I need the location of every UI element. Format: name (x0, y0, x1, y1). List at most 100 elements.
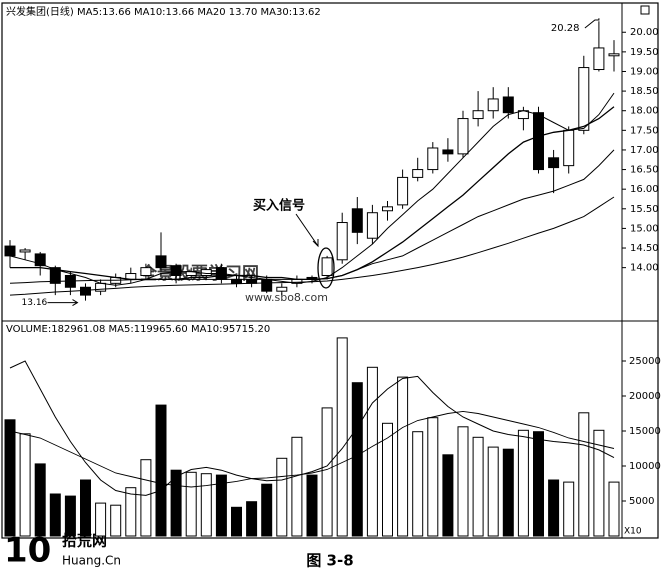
y-tick-label: 14.50 (630, 243, 659, 254)
volume-bar (517, 429, 529, 537)
caption: 图 3-8 (306, 552, 353, 570)
candle-body (397, 176, 409, 206)
volume-bar (366, 366, 378, 537)
volume-bar (276, 457, 288, 537)
candle-body (472, 110, 484, 120)
volume-bar (336, 337, 348, 537)
volume-bar (351, 382, 363, 537)
y-tick-label: 17.00 (630, 145, 659, 156)
volume-bar (215, 474, 227, 537)
candle-body (321, 257, 333, 276)
volume-bar (382, 422, 393, 537)
volume-bar (200, 473, 212, 537)
volume-bar (306, 474, 318, 537)
candle-body (427, 147, 439, 171)
candle-body (351, 208, 363, 233)
low-label: 13.16 (22, 298, 48, 308)
volume-bar (442, 454, 454, 537)
window-box (640, 5, 650, 15)
y-tick-label: 14.00 (630, 263, 659, 274)
signal-label: 买入信号 (253, 198, 305, 214)
candle-body (487, 98, 499, 112)
volume-bar (533, 431, 544, 537)
volume-title: VOLUME:182961.08 MA5:119965.60 MA10:9571… (6, 324, 270, 335)
candle-body (593, 47, 605, 71)
candle-body (34, 253, 46, 267)
signal-ellipse (317, 247, 335, 289)
y-tick-label: 5000 (629, 496, 654, 507)
volume-bar (578, 412, 590, 537)
logo-url: Huang.Cn (62, 554, 121, 568)
volume-bar (185, 471, 197, 537)
volume-bar (80, 479, 91, 537)
ma-line (10, 106, 615, 281)
volume-bar (397, 376, 409, 537)
y-tick-label: 15.00 (630, 223, 659, 234)
price-legend: 兴发集团(日线) MA5:13.66 MA10:13.66 MA20 13.70… (6, 5, 321, 18)
y-tick-label: 25000 (629, 356, 661, 367)
unit-label: X10 (624, 527, 642, 537)
y-tick-label: 20000 (629, 391, 661, 402)
y-tick-label: 19.00 (630, 66, 659, 77)
signal-arrow (295, 213, 319, 247)
candle-body (276, 286, 288, 292)
volume-bar (19, 433, 31, 537)
high-arrow (584, 18, 600, 29)
candle-body (533, 112, 544, 171)
volume-bar (34, 463, 46, 537)
volume-bar (457, 426, 469, 537)
candle-body (412, 169, 424, 178)
candle-body (170, 265, 182, 276)
candle-body (19, 249, 31, 253)
volume-bar (231, 506, 242, 537)
y-tick-label: 18.50 (630, 86, 659, 97)
volume-bar (427, 417, 439, 537)
volume-bar (502, 448, 514, 537)
volume-bar (321, 407, 333, 537)
volume-bar (4, 419, 16, 537)
volume-bar (548, 479, 560, 537)
volume-bar (472, 436, 484, 537)
low-arrow (47, 299, 79, 307)
candle-body (502, 96, 514, 114)
volume-bar (110, 504, 122, 537)
high-label: 20.28 (551, 23, 580, 34)
ma-line (9, 196, 615, 296)
candle-body (442, 149, 454, 155)
volume-bar (64, 495, 76, 537)
y-tick-label: 16.00 (630, 184, 659, 195)
ma-line (9, 149, 615, 284)
candle-body (261, 278, 273, 292)
candle-body (4, 245, 16, 257)
volume-bar (49, 493, 61, 537)
y-tick-label: 18.00 (630, 106, 659, 117)
candle-body (80, 286, 91, 296)
candle-body (336, 222, 348, 261)
candle-body (49, 267, 61, 284)
volume-bar (261, 483, 273, 537)
volume-bar (95, 502, 107, 537)
volume-bar (412, 431, 424, 537)
candle-body (366, 212, 378, 239)
volume-bar (608, 481, 620, 537)
signal-arrowhead (312, 239, 319, 248)
frame (1, 2, 659, 539)
candle-body (382, 206, 393, 212)
y-tick-label: 15.50 (630, 204, 659, 215)
volume-bar (155, 404, 167, 537)
y-tick-label: 16.50 (630, 165, 659, 176)
y-tick-label: 10000 (629, 461, 661, 472)
candle-body (200, 269, 212, 276)
y-tick-label: 15000 (629, 426, 661, 437)
volume-bar (487, 446, 499, 537)
volume-bar (125, 487, 137, 537)
candle-body (548, 157, 560, 169)
volume-bar (170, 469, 182, 537)
candle-body (231, 278, 242, 284)
y-tick-label: 19.50 (630, 47, 659, 58)
candle-body (578, 67, 590, 131)
candle-body (457, 118, 469, 155)
candle-body (563, 129, 575, 167)
